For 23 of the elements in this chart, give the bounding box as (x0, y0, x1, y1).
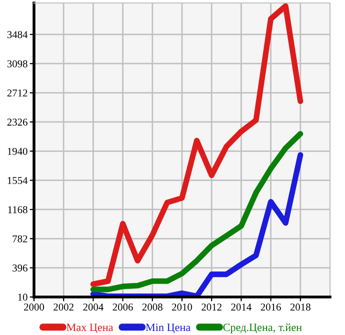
y-tick-label: 10 (18, 294, 28, 301)
y-tick-label: 1554 (8, 177, 28, 184)
x-tick-label: 2018 (290, 304, 310, 311)
x-tick-label: 2006 (112, 304, 133, 311)
y-tick-label: 3098 (7, 60, 28, 68)
y-tick-label: 1940 (8, 148, 28, 155)
y-tick-label: 1168 (8, 206, 28, 214)
legend-label: Max Цена (66, 324, 114, 334)
x-tick-label: 2012 (202, 304, 222, 311)
x-tick-label: 2004 (83, 304, 104, 311)
x-tick-label: 2016 (260, 304, 281, 311)
x-tick-label: 2008 (142, 304, 162, 311)
y-tick-label: 3484 (7, 31, 28, 38)
y-tick-label: 2326 (7, 118, 28, 126)
y-tick-label: 782 (12, 235, 28, 242)
x-tick-label: 2010 (172, 304, 192, 311)
x-tick-label: 2000 (24, 304, 44, 311)
y-tick-label: 396 (12, 264, 28, 272)
legend-label: Сред.Цена, т.йен (223, 323, 302, 334)
x-tick-label: 2014 (231, 304, 252, 311)
y-tick-label: 2712 (7, 90, 28, 96)
x-tick-label: 2002 (54, 304, 74, 311)
legend-label: Min Цена (146, 324, 190, 334)
